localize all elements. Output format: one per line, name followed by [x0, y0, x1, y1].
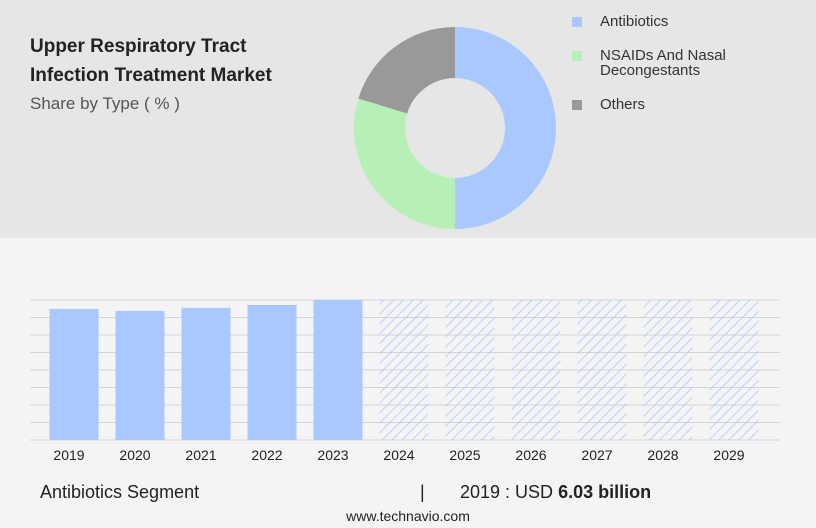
highlight: 2019 : USD 6.03 billion: [460, 482, 651, 503]
x-tick-label: 2028: [647, 447, 678, 463]
bar: [181, 307, 231, 440]
x-tick-label: 2029: [713, 447, 744, 463]
donut-slice: [358, 27, 455, 114]
legend-label: Antibiotics: [600, 13, 669, 30]
forecast-bar: [577, 300, 627, 440]
forecast-bar: [445, 300, 495, 440]
legend-swatch: [572, 100, 582, 110]
source: www.technavio.com: [346, 508, 470, 524]
x-tick-label: 2027: [581, 447, 612, 463]
legend-swatch: [572, 17, 582, 27]
x-tick-label: 2021: [185, 447, 216, 463]
chart-subtitle: Share by Type ( % ): [30, 94, 180, 113]
forecast-bar: [709, 300, 759, 440]
bar: [49, 308, 99, 440]
legend-label: Others: [600, 96, 646, 113]
x-tick-label: 2019: [53, 447, 84, 463]
segment-label: Antibiotics Segment: [40, 482, 200, 502]
highlight-value: 6.03 billion: [558, 482, 652, 502]
separator: |: [420, 482, 425, 502]
bar: [115, 310, 165, 440]
bar: [247, 305, 297, 440]
x-tick-label: 2026: [515, 447, 546, 463]
donut-slice: [455, 27, 556, 229]
bar: [313, 300, 363, 440]
legend-swatch: [572, 51, 582, 61]
legend-item: NSAIDs And Nasal Decongestants: [572, 48, 732, 78]
forecast-bar: [511, 300, 561, 440]
year-label: 2019 : USD: [460, 482, 554, 502]
legend-item: Others: [572, 97, 732, 112]
title-line: Upper Respiratory Tract: [30, 36, 247, 57]
legend-label: NSAIDs And Nasal Decongestants: [600, 47, 726, 79]
x-tick-label: 2024: [383, 447, 414, 463]
legend-item: Antibiotics: [572, 14, 732, 29]
legend: Antibiotics NSAIDs And Nasal Decongestant…: [572, 14, 732, 131]
x-tick-label: 2022: [251, 447, 282, 463]
x-tick-label: 2023: [317, 447, 348, 463]
forecast-bar: [643, 300, 693, 440]
donut-slice: [354, 98, 455, 229]
x-tick-label: 2020: [119, 447, 150, 463]
chart-title: Upper Respiratory Tract Infection Treatm…: [30, 32, 272, 90]
title-line: Infection Treatment Market: [30, 65, 272, 86]
x-tick-label: 2025: [449, 447, 480, 463]
forecast-bar: [379, 300, 429, 440]
